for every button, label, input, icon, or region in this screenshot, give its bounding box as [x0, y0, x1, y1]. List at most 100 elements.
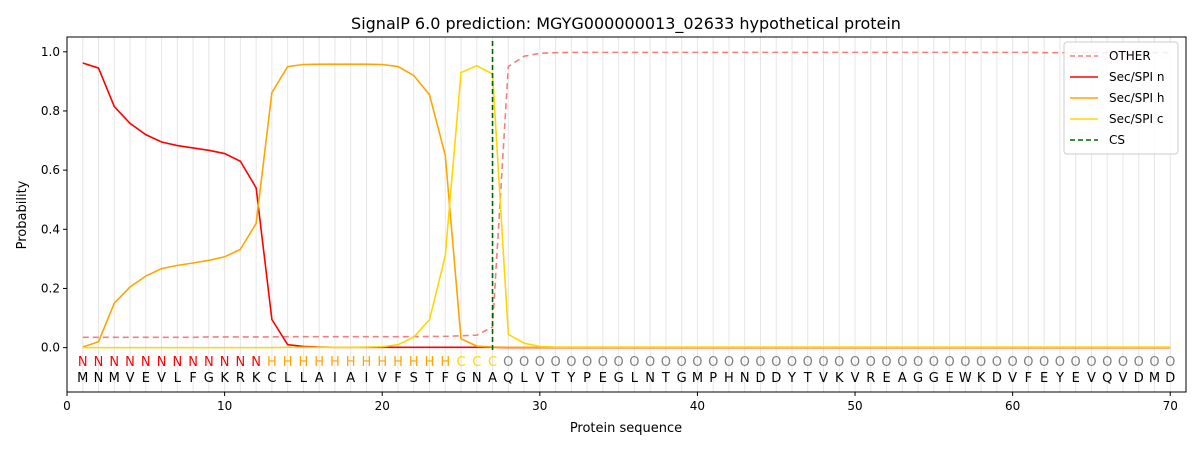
region-label: O	[535, 355, 545, 370]
region-label: O	[976, 355, 986, 370]
residue-letter: M	[692, 371, 703, 386]
region-label: O	[645, 355, 655, 370]
region-label: H	[377, 355, 387, 370]
region-label: O	[614, 355, 624, 370]
residue-letter: L	[520, 371, 528, 386]
residue-letter: L	[631, 371, 639, 386]
residue-letter: G	[614, 371, 624, 386]
residue-letter: V	[819, 371, 828, 386]
region-label: O	[740, 355, 750, 370]
residue-letter: C	[267, 371, 276, 386]
region-label: O	[582, 355, 592, 370]
residue-letter: E	[882, 371, 890, 386]
region-label: N	[235, 355, 245, 370]
region-label: N	[109, 355, 119, 370]
residue-letter: D	[755, 371, 765, 386]
region-label: O	[787, 355, 797, 370]
residue-letter: V	[1119, 371, 1128, 386]
chart-title: SignalP 6.0 prediction: MGYG000000013_02…	[351, 14, 901, 34]
x-tick-label: 50	[847, 399, 862, 413]
residue-letter: I	[365, 371, 369, 386]
region-label: C	[456, 355, 465, 370]
region-label: O	[897, 355, 907, 370]
residue-letter: K	[835, 371, 844, 386]
residue-letter: L	[284, 371, 292, 386]
region-label: H	[314, 355, 324, 370]
region-label: H	[393, 355, 403, 370]
y-axis-label: Probability	[15, 180, 30, 249]
residue-letter: N	[740, 371, 750, 386]
residue-letter: Q	[1102, 371, 1112, 386]
legend: OTHER Sec/SPI n Sec/SPI h Sec/SPI c CS	[1063, 41, 1179, 155]
region-label: N	[125, 355, 135, 370]
residue-letter: G	[677, 371, 687, 386]
region-label: H	[425, 355, 435, 370]
region-label: C	[488, 355, 497, 370]
x-tick-label: 0	[63, 399, 71, 413]
region-label: O	[1023, 355, 1033, 370]
residue-letter: K	[220, 371, 229, 386]
residue-letter: D	[1165, 371, 1175, 386]
residue-letter: V	[126, 371, 135, 386]
region-label: O	[913, 355, 923, 370]
region-label: O	[818, 355, 828, 370]
residue-letter: D	[1134, 371, 1144, 386]
residue-letter: E	[1040, 371, 1048, 386]
residue-grid	[82, 37, 1171, 392]
series-layer	[82, 41, 1171, 350]
region-label: O	[661, 355, 671, 370]
region-label: O	[1086, 355, 1096, 370]
region-label: N	[78, 355, 88, 370]
residue-letter: T	[661, 371, 670, 386]
residue-letter: V	[851, 371, 860, 386]
region-label: O	[803, 355, 813, 370]
region-label: N	[188, 355, 198, 370]
residue-letter: V	[378, 371, 387, 386]
residue-letter: M	[109, 371, 120, 386]
residue-letter: E	[599, 371, 607, 386]
residue-letter: D	[992, 371, 1002, 386]
residue-letter: T	[425, 371, 434, 386]
region-label: O	[755, 355, 765, 370]
region-label: H	[409, 355, 419, 370]
residue-letter: A	[488, 371, 497, 386]
residue-letter: F	[189, 371, 196, 386]
residue-letter: A	[315, 371, 324, 386]
residue-letter: E	[945, 371, 953, 386]
region-label: H	[330, 355, 340, 370]
region-label: O	[677, 355, 687, 370]
region-label: N	[172, 355, 182, 370]
legend-label: Sec/SPI c	[1109, 112, 1163, 126]
residue-letter: E	[1072, 371, 1080, 386]
x-tick-label: 60	[1005, 399, 1020, 413]
residue-letter: Y	[1055, 371, 1064, 386]
legend-label: Sec/SPI n	[1109, 70, 1164, 84]
residue-labels: NMNNNMNVNENVNLNFNGNKNRNKHCHLHLHAHIHAHIHV…	[77, 355, 1175, 386]
region-label: O	[944, 355, 954, 370]
region-label: O	[550, 355, 560, 370]
region-label: O	[992, 355, 1002, 370]
residue-letter: P	[709, 371, 717, 386]
residue-letter: F	[1025, 371, 1032, 386]
region-label: O	[881, 355, 891, 370]
x-tick-label: 70	[1163, 399, 1178, 413]
region-label: H	[267, 355, 277, 370]
residue-letter: F	[394, 371, 401, 386]
series-line-other	[82, 51, 1171, 339]
residue-letter: Y	[566, 371, 575, 386]
region-label: O	[1165, 355, 1175, 370]
region-label: C	[472, 355, 481, 370]
region-label: O	[850, 355, 860, 370]
x-tick-label: 10	[217, 399, 232, 413]
region-label: N	[157, 355, 167, 370]
region-label: O	[629, 355, 639, 370]
y-tick-label: 0.6	[41, 163, 60, 177]
x-tick-label: 40	[690, 399, 705, 413]
residue-letter: A	[898, 371, 907, 386]
region-label: H	[362, 355, 372, 370]
legend-label: OTHER	[1109, 49, 1151, 63]
residue-letter: L	[300, 371, 308, 386]
region-label: H	[440, 355, 450, 370]
region-label: O	[929, 355, 939, 370]
